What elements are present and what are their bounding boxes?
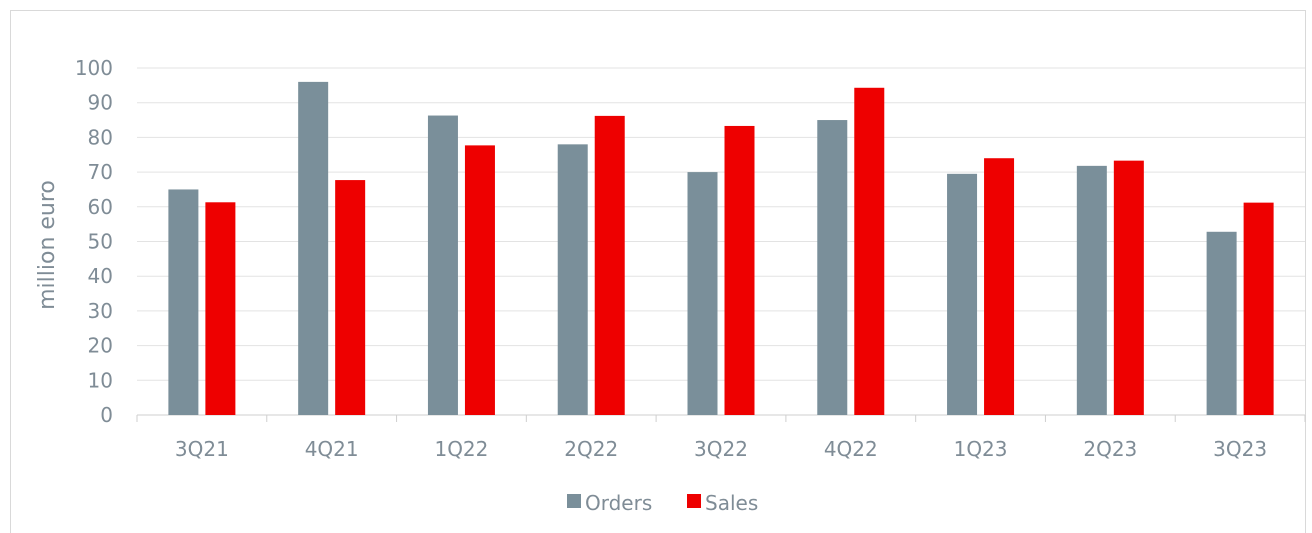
- x-category-label: 4Q21: [305, 437, 359, 461]
- bar-orders-4q21: [298, 81, 329, 415]
- y-tick-labels: 0 10 20 30 40 50 60 70 80 90 100: [75, 56, 113, 427]
- x-category-label: 3Q21: [175, 437, 229, 461]
- y-tick-label: 30: [88, 299, 113, 323]
- x-category-label: 1Q22: [434, 437, 488, 461]
- y-tick-label: 90: [88, 91, 113, 115]
- x-category-label: 3Q22: [694, 437, 748, 461]
- bar-sales-3q22: [724, 125, 755, 415]
- gridlines: [136, 67, 1306, 422]
- y-tick-label: 50: [88, 230, 113, 254]
- legend-swatch-sales: [687, 494, 701, 508]
- x-category-label: 1Q23: [954, 437, 1008, 461]
- y-axis-title: million euro: [35, 180, 60, 310]
- x-category-labels: 3Q21 4Q21 1Q22 2Q22 3Q22 4Q22 1Q23 2Q23 3Q23: [175, 437, 1267, 461]
- legend-label-orders: Orders: [585, 491, 652, 515]
- bar-orders-2q22: [557, 144, 588, 415]
- bar-sales-3q23: [1243, 202, 1274, 415]
- bar-orders-1q23: [947, 173, 978, 415]
- y-tick-label: 20: [88, 334, 113, 358]
- y-tick-label: 40: [88, 264, 113, 288]
- bars: [168, 81, 1274, 416]
- x-category-label: 2Q23: [1083, 437, 1137, 461]
- bar-sales-1q23: [984, 158, 1015, 415]
- bar-sales-3q21: [205, 202, 236, 415]
- x-category-label: 2Q22: [564, 437, 618, 461]
- x-category-label: 3Q23: [1213, 437, 1267, 461]
- bar-orders-2q23: [1076, 165, 1107, 415]
- bar-orders-3q22: [687, 172, 718, 415]
- legend-swatch-orders: [567, 494, 581, 508]
- bar-sales-4q21: [335, 180, 366, 415]
- y-tick-label: 60: [88, 195, 113, 219]
- y-tick-label: 10: [88, 368, 113, 392]
- bar-sales-2q22: [594, 115, 625, 416]
- bar-sales-2q23: [1113, 160, 1144, 415]
- bar-sales-1q22: [464, 145, 495, 416]
- y-tick-label: 100: [75, 56, 113, 80]
- bar-orders-3q23: [1206, 231, 1237, 415]
- legend: Orders Sales: [567, 491, 758, 515]
- bar-sales-4q22: [854, 87, 885, 416]
- bar-orders-4q22: [817, 120, 848, 416]
- y-tick-label: 70: [88, 160, 113, 184]
- y-tick-label: 80: [88, 125, 113, 149]
- bar-orders-1q22: [427, 115, 458, 415]
- bar-orders-3q21: [168, 189, 199, 415]
- legend-label-sales: Sales: [705, 491, 758, 515]
- x-category-label: 4Q22: [824, 437, 878, 461]
- y-tick-label: 0: [100, 403, 113, 427]
